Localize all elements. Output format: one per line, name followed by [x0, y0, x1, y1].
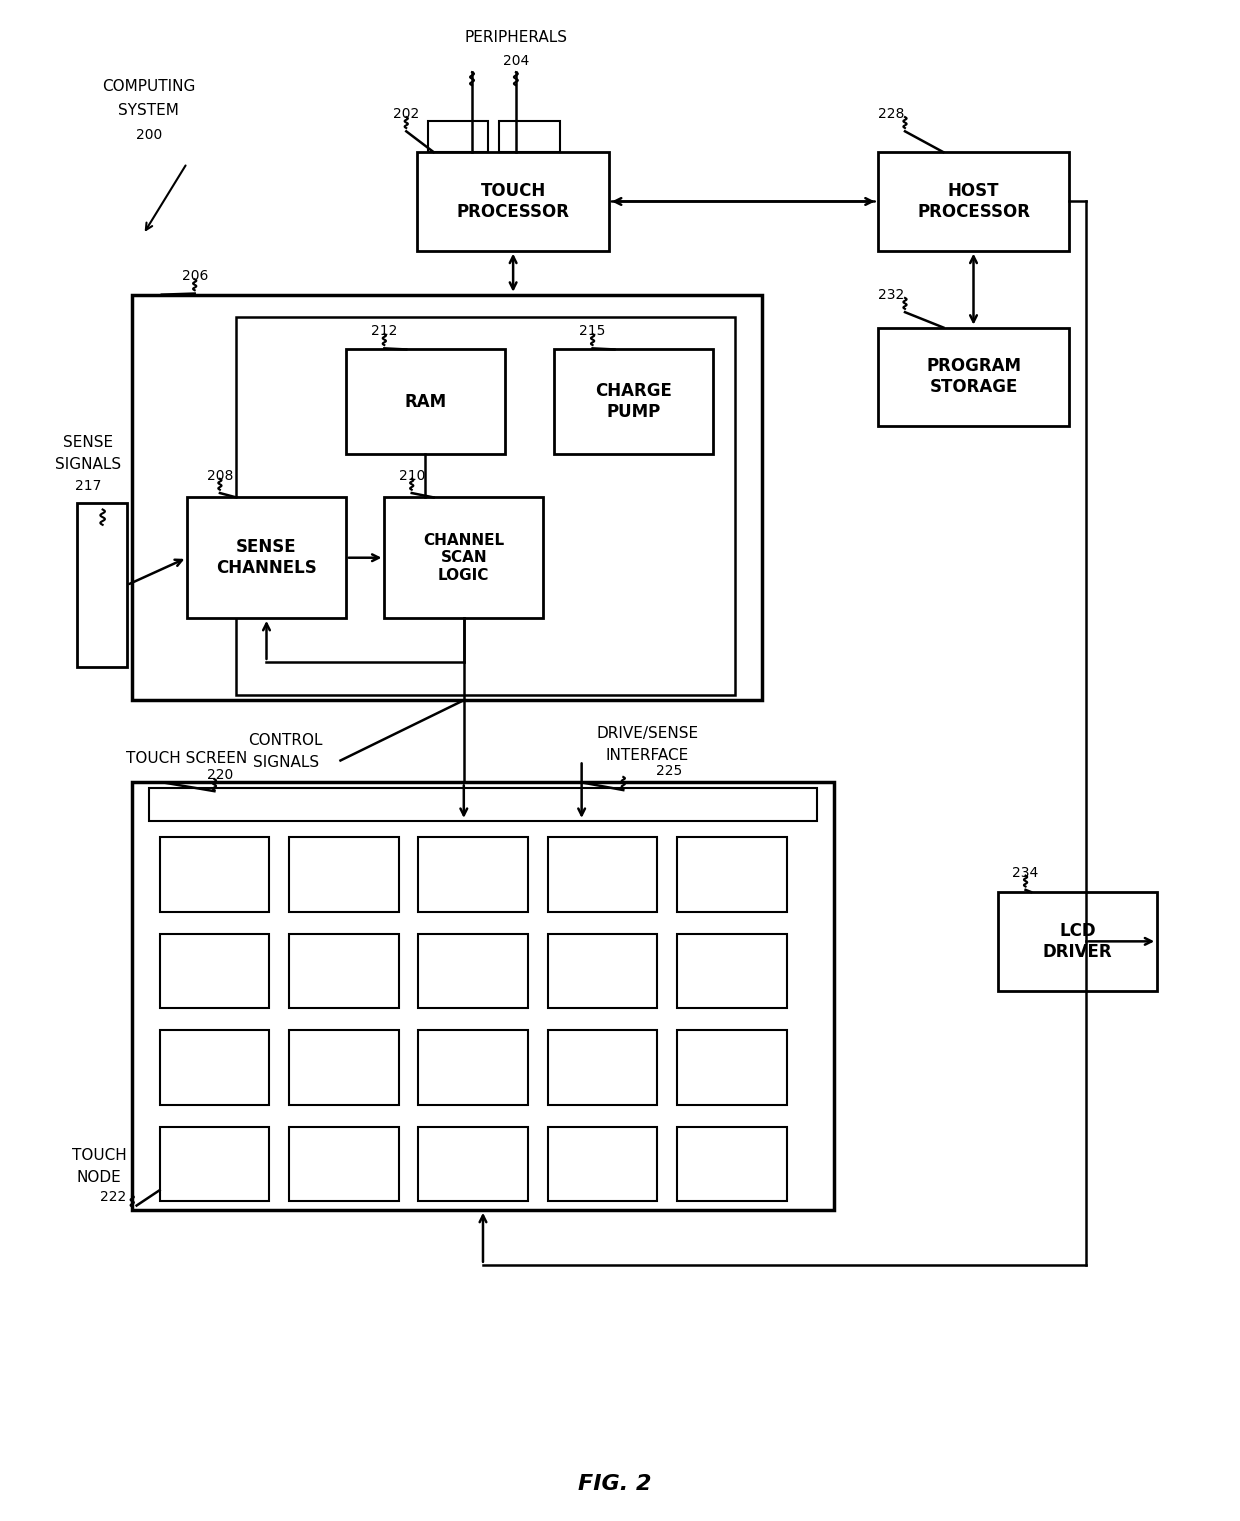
- Bar: [384, 497, 543, 618]
- Bar: [878, 327, 1069, 426]
- Bar: [133, 295, 763, 700]
- Bar: [677, 1127, 786, 1202]
- Text: TOUCH: TOUCH: [72, 1148, 126, 1162]
- Text: SYSTEM: SYSTEM: [118, 103, 179, 119]
- Text: FIG. 2: FIG. 2: [578, 1474, 651, 1494]
- Text: 215: 215: [579, 324, 606, 338]
- Text: 204: 204: [502, 55, 529, 68]
- Bar: [418, 837, 528, 911]
- Text: HOST
PROCESSOR: HOST PROCESSOR: [918, 183, 1030, 221]
- Text: CHANNEL
SCAN
LOGIC: CHANNEL SCAN LOGIC: [423, 532, 505, 583]
- Bar: [133, 782, 833, 1209]
- Bar: [548, 837, 657, 911]
- Text: 232: 232: [878, 287, 904, 301]
- Text: 212: 212: [371, 324, 398, 338]
- Text: 225: 225: [656, 765, 682, 779]
- Bar: [289, 837, 398, 911]
- Text: DRIVE/SENSE: DRIVE/SENSE: [596, 726, 698, 741]
- Bar: [346, 350, 505, 453]
- Bar: [77, 503, 126, 668]
- Bar: [677, 1030, 786, 1104]
- Bar: [428, 122, 489, 152]
- Text: 222: 222: [100, 1189, 126, 1203]
- Bar: [554, 350, 713, 453]
- Text: SENSE
CHANNELS: SENSE CHANNELS: [216, 538, 317, 576]
- Text: 210: 210: [398, 468, 425, 482]
- Text: NODE: NODE: [77, 1170, 122, 1185]
- Text: PERIPHERALS: PERIPHERALS: [464, 29, 568, 44]
- Text: 200: 200: [135, 128, 161, 141]
- Text: 217: 217: [76, 479, 102, 493]
- Text: SENSE: SENSE: [63, 435, 113, 450]
- Text: 202: 202: [393, 106, 419, 120]
- Text: INTERFACE: INTERFACE: [606, 747, 689, 762]
- Text: 228: 228: [878, 106, 904, 120]
- Bar: [160, 837, 269, 911]
- Bar: [500, 122, 559, 152]
- Text: 208: 208: [207, 468, 233, 482]
- Bar: [187, 497, 346, 618]
- Bar: [548, 1127, 657, 1202]
- Bar: [289, 1127, 398, 1202]
- Text: SIGNALS: SIGNALS: [253, 756, 319, 770]
- Bar: [548, 934, 657, 1008]
- Text: TOUCH
PROCESSOR: TOUCH PROCESSOR: [456, 183, 569, 221]
- Text: CHARGE
PUMP: CHARGE PUMP: [595, 382, 672, 421]
- Text: COMPUTING: COMPUTING: [102, 79, 196, 94]
- Bar: [160, 1030, 269, 1104]
- Bar: [160, 934, 269, 1008]
- Bar: [677, 837, 786, 911]
- Text: RAM: RAM: [404, 392, 446, 411]
- Text: 206: 206: [181, 269, 208, 283]
- Text: CONTROL: CONTROL: [248, 733, 322, 748]
- Bar: [418, 1030, 528, 1104]
- Bar: [289, 1030, 398, 1104]
- Bar: [677, 934, 786, 1008]
- Bar: [548, 1030, 657, 1104]
- Bar: [237, 316, 735, 695]
- Bar: [418, 934, 528, 1008]
- Bar: [418, 1127, 528, 1202]
- Text: TOUCH SCREEN: TOUCH SCREEN: [126, 751, 248, 765]
- Bar: [289, 934, 398, 1008]
- Bar: [878, 152, 1069, 251]
- Bar: [417, 152, 609, 251]
- Text: SIGNALS: SIGNALS: [56, 456, 122, 472]
- Bar: [998, 891, 1157, 990]
- Text: LCD
DRIVER: LCD DRIVER: [1043, 922, 1112, 961]
- Bar: [160, 1127, 269, 1202]
- Bar: [149, 788, 817, 821]
- Text: 220: 220: [207, 768, 233, 782]
- Text: PROGRAM
STORAGE: PROGRAM STORAGE: [926, 357, 1021, 397]
- Text: 234: 234: [1012, 867, 1039, 881]
